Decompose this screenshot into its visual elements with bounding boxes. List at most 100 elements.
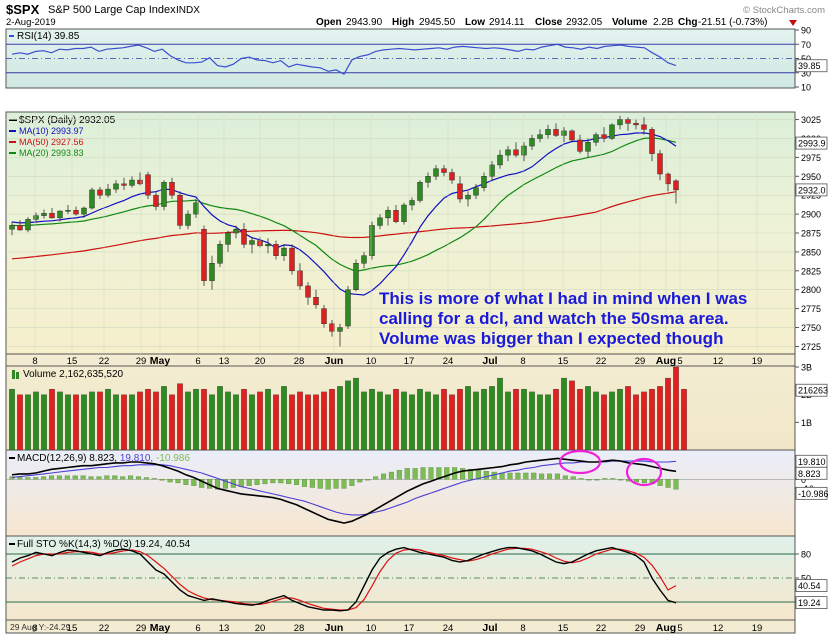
macd-histogram-bar [341,479,347,489]
volume-bar [521,388,527,451]
candle-body [161,182,167,207]
x-tick-label-bottom: 5 [677,623,682,634]
macd-histogram-bar [325,479,331,490]
candle-body [65,210,71,212]
candle-body [433,168,439,177]
x-tick-label: 12 [713,356,724,367]
candle-body [193,202,199,215]
macd-histogram-bar [420,467,426,480]
sto-tick-label: 80 [801,550,811,560]
macd-title-text: MACD(12,26,9) 8.823, 19.810, -10.986 [17,453,190,464]
candle-body [185,213,191,226]
candle-body [41,213,47,216]
macd-title-part: -10.986 [153,453,190,464]
price-tick-label: 2800 [801,285,821,295]
candle-body [321,308,327,324]
volume-bar [449,394,455,451]
x-tick-label: 29 [136,356,147,367]
macd-histogram-bar [554,473,560,480]
volume-bar [345,380,351,451]
candle-body [345,289,351,327]
candle-body [457,183,463,200]
volume-plot [9,366,687,451]
volume-bar [361,391,367,451]
rsi-tick-label: 70 [801,40,811,50]
candle-body [377,217,383,226]
candle-body [33,215,39,220]
volume-bar [137,391,143,451]
volume-bar [17,394,23,451]
x-tick-label: 29 [635,356,646,367]
candle-body [145,174,151,196]
macd-histogram-bar [460,468,466,480]
candle-body [497,154,503,166]
macd-histogram-bar [151,478,157,480]
macd-histogram-bar [104,475,110,480]
volume-bar [145,388,151,451]
watermark: © StockCharts.com [743,5,825,16]
macd-panel [5,449,796,537]
volume-bar [529,391,535,451]
candle-body [441,168,447,173]
macd-histogram-bar [483,470,489,480]
volume-bar [161,386,167,451]
macd-value-label: 8.823 [798,469,821,479]
volume-bar [257,391,263,451]
macd-histogram-bar [594,479,600,481]
volume-bar [369,388,375,451]
candle-body [297,270,303,287]
volume-bar [585,386,591,451]
axes: 907050301039.853025300029752950292529002… [32,26,828,634]
macd-histogram-bar [112,475,118,480]
volume-bar [65,394,71,451]
volume-bar [297,391,303,451]
macd-histogram-bar [254,479,260,485]
price-tick-label: 2850 [801,247,821,257]
volume-bar [209,394,215,451]
highlight-circle [625,457,663,487]
candle-body [513,149,519,156]
x-tick-label-bottom: 17 [404,623,415,634]
price-tick-label: 2725 [801,342,821,352]
volume-bar [89,391,95,451]
price-tick-label: 2775 [801,304,821,314]
macd-histogram-bar [381,473,387,480]
x-tick-label-bottom: Aug [656,622,676,634]
candle-body [201,228,207,281]
volume-bar [577,388,583,451]
candle-body [313,297,319,306]
volume-legend-icon [12,370,15,379]
volume-bar [33,391,39,451]
macd-hist-label-box [795,486,828,500]
candle-body [249,240,255,245]
candle-body [569,130,575,141]
macd-histogram-bar [665,479,671,488]
macd-histogram-bar [9,476,15,480]
price-plot [6,112,795,354]
macd-signal-line [11,460,677,516]
volume-bar [457,388,463,451]
candle-body [209,263,215,281]
macd-histogram-bar [215,479,221,490]
volume-bar [681,388,687,451]
volume-bar [289,394,295,451]
candle-body [473,187,479,196]
volume-value: 2.2B [653,17,674,28]
macd-histogram-bar [333,479,339,489]
ma50-line [11,191,677,260]
candle-body [425,176,431,183]
macd-histogram-bar [365,479,371,481]
macd-histogram-bar [96,476,102,480]
volume-bar [265,388,271,451]
macd-histogram-bar [412,468,418,480]
candle-body [561,130,567,136]
sto-tick-label: 50 [801,574,811,584]
candle-body [369,225,375,256]
candle-body [233,228,239,234]
macd-histogram-bar [539,473,545,480]
volume-bar [649,388,655,451]
x-tick-label-bottom: 8 [520,623,525,634]
candle-body [305,285,311,298]
index-name: S&P 500 Large Cap Index [48,4,176,16]
macd-histogram-bar [262,479,268,485]
